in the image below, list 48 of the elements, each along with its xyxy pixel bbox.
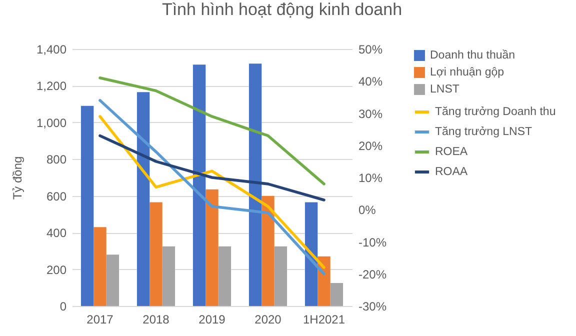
y2-tick-label: 40% [358,74,383,89]
y-axis-title: Tỷ đồng [10,156,24,200]
bar [304,202,318,306]
y2-tick-label: 10% [358,171,383,185]
bar [94,227,106,306]
x-tick-label: 1H2021 [302,312,346,326]
bar [330,283,344,306]
legend-label: Tăng trưởng LNST [435,126,532,138]
y2-tick-label: -20% [358,267,387,282]
y-tick-label: 200 [46,262,67,277]
legend-label: Tăng trưởng Doanh thu [435,106,556,118]
y-tick-label: 1,200 [36,79,67,94]
bar [150,202,162,306]
legend-label: Doanh thu thuần [430,50,516,62]
bar [206,189,218,306]
legend-label: ROAA [435,166,468,178]
bar [80,106,94,306]
y2-tick-label: 20% [358,138,383,153]
bar [318,256,330,306]
bar [162,246,176,306]
bar [274,246,288,306]
y-tick-label: 400 [46,226,67,240]
bar [192,64,206,306]
chart-title: Tình hình hoạt động kinh doanh [162,0,402,19]
line-series [98,134,326,202]
bar [248,64,262,306]
y2-tick-label: 30% [358,106,383,121]
y2-tick-label: -10% [358,235,387,250]
y-tick-label: 1,400 [36,42,67,56]
bar [218,246,232,306]
x-tick-label: 2020 [254,312,282,326]
bar [106,254,120,306]
legend-label: ROEA [435,146,468,158]
x-tick-label: 2019 [198,312,226,326]
bar [136,92,150,306]
legend-label: LNST [430,84,460,96]
y-tick-label: 600 [46,189,67,204]
y2-tick-label: 0% [358,203,376,218]
y2-tick-label: -30% [358,300,387,314]
line-series [98,76,326,186]
x-tick-label: 2018 [142,312,170,326]
y-tick-label: 1,000 [36,116,67,130]
y-tick-label: 800 [46,152,67,167]
x-tick-label: 2017 [86,312,114,326]
legend-label: Lợi nhuận gộp [430,66,504,78]
y2-tick-label: 50% [358,42,383,56]
y-tick-label: 0 [60,300,67,314]
bar [262,196,274,306]
